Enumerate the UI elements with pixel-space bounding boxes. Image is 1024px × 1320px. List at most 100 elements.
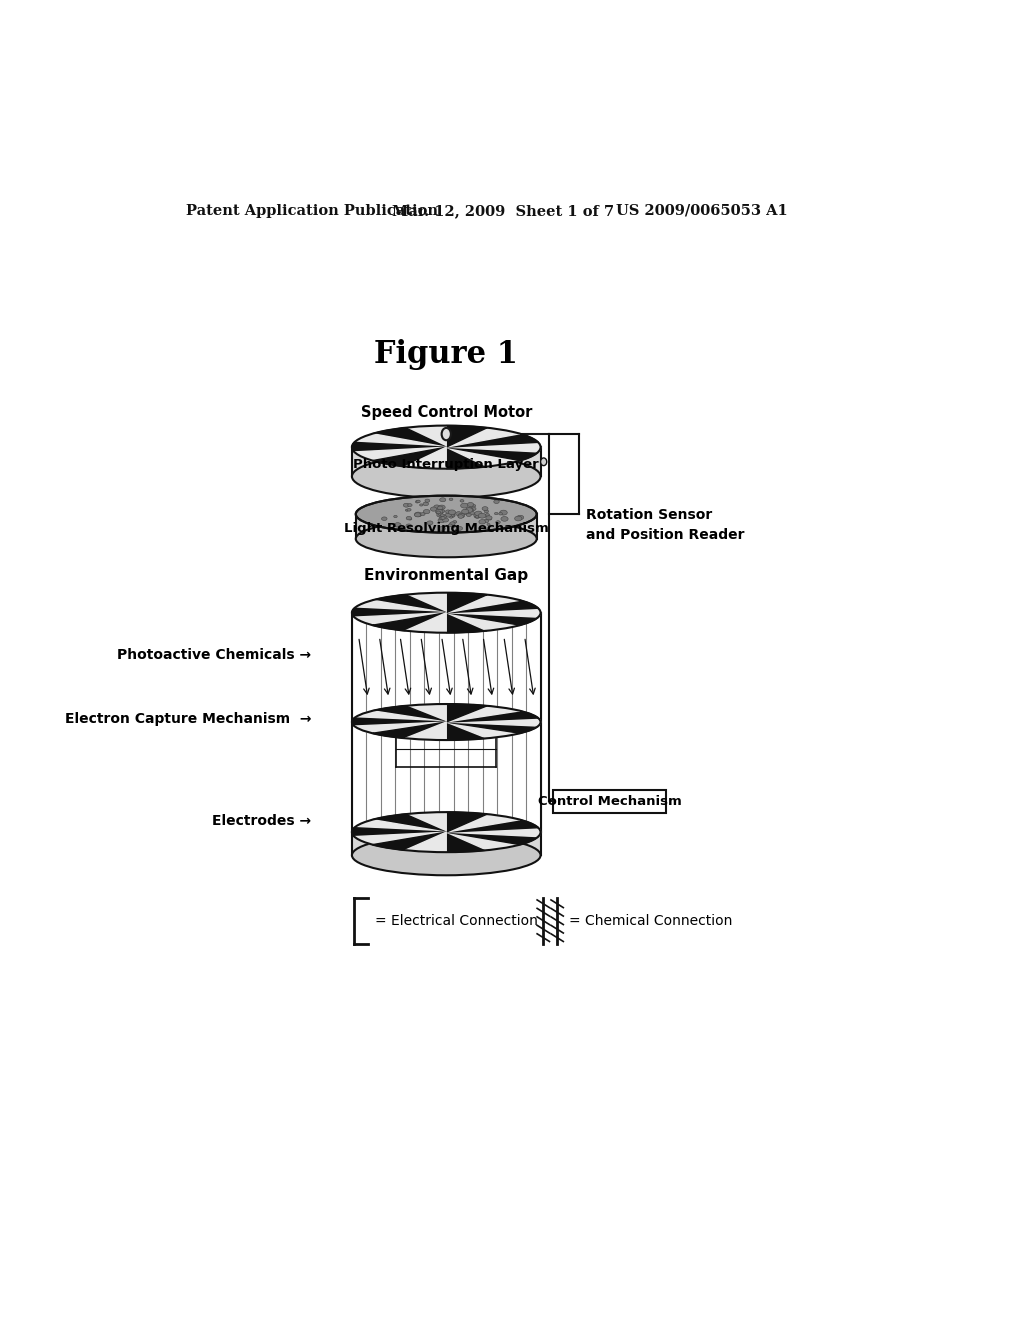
- Ellipse shape: [423, 502, 428, 506]
- Polygon shape: [354, 710, 446, 722]
- Polygon shape: [406, 704, 446, 722]
- Text: US 2009/0065053 A1: US 2009/0065053 A1: [615, 203, 787, 218]
- Ellipse shape: [479, 520, 485, 524]
- Polygon shape: [446, 722, 520, 738]
- Ellipse shape: [449, 524, 453, 527]
- Ellipse shape: [460, 499, 464, 502]
- Text: Environmental Gap: Environmental Gap: [365, 568, 528, 583]
- Ellipse shape: [466, 513, 471, 516]
- Ellipse shape: [408, 504, 412, 507]
- Ellipse shape: [467, 503, 474, 507]
- Ellipse shape: [449, 510, 456, 515]
- Ellipse shape: [463, 511, 468, 513]
- Ellipse shape: [457, 527, 463, 531]
- Ellipse shape: [501, 516, 508, 521]
- Ellipse shape: [541, 458, 547, 466]
- Ellipse shape: [438, 517, 445, 523]
- Polygon shape: [446, 706, 520, 722]
- Ellipse shape: [403, 503, 410, 507]
- Ellipse shape: [382, 517, 387, 520]
- Ellipse shape: [462, 510, 469, 513]
- Ellipse shape: [406, 524, 412, 528]
- Ellipse shape: [415, 512, 421, 517]
- Bar: [352, 832, 541, 855]
- Text: = Chemical Connection: = Chemical Connection: [568, 913, 732, 928]
- Ellipse shape: [352, 455, 541, 498]
- Ellipse shape: [466, 510, 472, 513]
- Polygon shape: [446, 447, 487, 469]
- Ellipse shape: [451, 513, 455, 516]
- Ellipse shape: [494, 500, 500, 503]
- Polygon shape: [446, 425, 487, 447]
- Ellipse shape: [409, 517, 412, 520]
- Ellipse shape: [440, 510, 444, 512]
- Ellipse shape: [474, 513, 480, 519]
- Polygon shape: [446, 442, 541, 451]
- Polygon shape: [354, 612, 446, 626]
- Polygon shape: [352, 718, 446, 726]
- Polygon shape: [446, 832, 520, 850]
- Polygon shape: [352, 828, 446, 837]
- Text: = Electrical Connection: = Electrical Connection: [376, 913, 539, 928]
- Ellipse shape: [445, 513, 452, 517]
- Ellipse shape: [438, 506, 445, 510]
- Polygon shape: [406, 812, 446, 832]
- Polygon shape: [354, 722, 446, 734]
- Polygon shape: [373, 595, 446, 612]
- Ellipse shape: [487, 524, 490, 525]
- Ellipse shape: [439, 517, 443, 520]
- Ellipse shape: [394, 523, 401, 527]
- FancyBboxPatch shape: [553, 789, 667, 813]
- Polygon shape: [446, 812, 487, 832]
- Polygon shape: [373, 814, 446, 832]
- Text: Patent Application Publication: Patent Application Publication: [186, 203, 438, 218]
- Polygon shape: [446, 434, 539, 447]
- Ellipse shape: [427, 521, 433, 525]
- Ellipse shape: [439, 498, 445, 502]
- Polygon shape: [446, 447, 520, 466]
- Ellipse shape: [437, 508, 443, 512]
- Polygon shape: [373, 722, 446, 738]
- Bar: [352, 447, 541, 477]
- Ellipse shape: [421, 512, 425, 516]
- Ellipse shape: [461, 503, 468, 508]
- Text: Speed Control Motor: Speed Control Motor: [360, 405, 531, 420]
- Text: Rotation Sensor
and Position Reader: Rotation Sensor and Position Reader: [586, 508, 744, 543]
- Polygon shape: [354, 447, 446, 461]
- Ellipse shape: [450, 521, 455, 525]
- Polygon shape: [446, 612, 487, 632]
- Ellipse shape: [439, 527, 445, 531]
- Ellipse shape: [458, 513, 465, 517]
- Polygon shape: [446, 612, 539, 626]
- Polygon shape: [373, 832, 446, 850]
- Ellipse shape: [420, 504, 423, 506]
- Polygon shape: [446, 814, 520, 832]
- Text: Photo Interruption Layer: Photo Interruption Layer: [353, 458, 539, 471]
- Ellipse shape: [393, 515, 397, 517]
- Ellipse shape: [434, 506, 439, 508]
- Ellipse shape: [425, 499, 430, 502]
- Text: Photoactive Chemicals →: Photoactive Chemicals →: [118, 648, 311, 663]
- Polygon shape: [446, 718, 541, 726]
- Polygon shape: [406, 612, 446, 632]
- Polygon shape: [354, 832, 446, 845]
- Ellipse shape: [440, 515, 446, 519]
- Ellipse shape: [450, 498, 453, 500]
- Polygon shape: [446, 447, 539, 461]
- Polygon shape: [446, 820, 539, 832]
- Ellipse shape: [416, 500, 419, 503]
- Ellipse shape: [488, 517, 492, 520]
- Ellipse shape: [495, 512, 498, 515]
- Polygon shape: [446, 828, 541, 837]
- Ellipse shape: [355, 496, 537, 533]
- Polygon shape: [406, 447, 446, 469]
- Polygon shape: [373, 706, 446, 722]
- Ellipse shape: [430, 507, 437, 511]
- Polygon shape: [446, 612, 520, 631]
- Ellipse shape: [499, 512, 503, 515]
- Text: Control Mechanism: Control Mechanism: [538, 795, 681, 808]
- Ellipse shape: [415, 512, 422, 517]
- Ellipse shape: [471, 507, 476, 511]
- Ellipse shape: [475, 511, 482, 516]
- Ellipse shape: [441, 428, 451, 441]
